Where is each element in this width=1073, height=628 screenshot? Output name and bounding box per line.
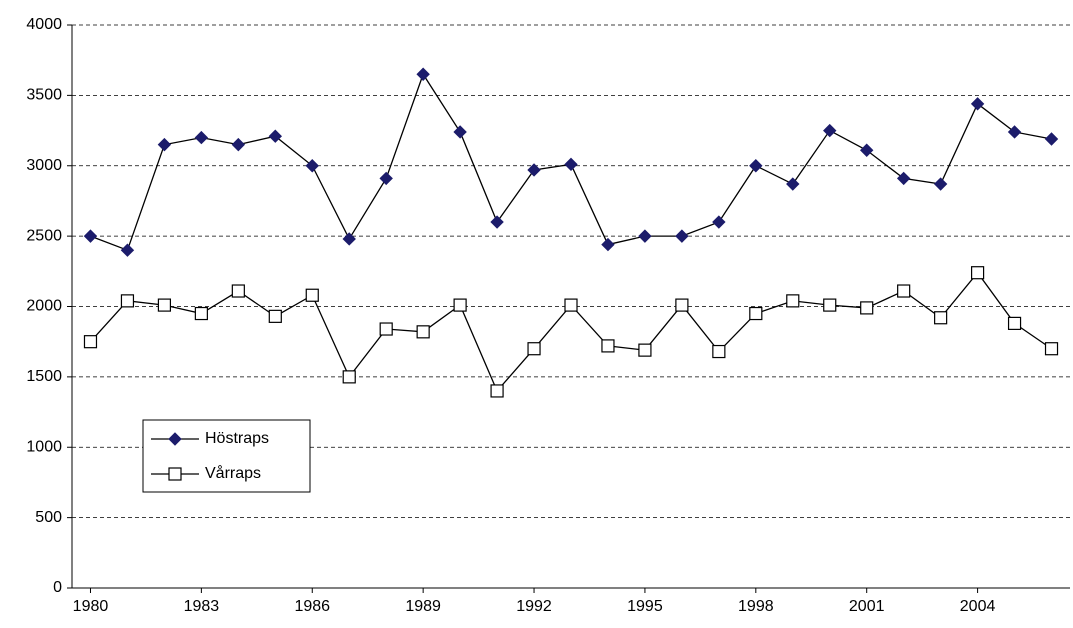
data-point	[83, 229, 98, 243]
data-point	[416, 325, 430, 339]
data-point	[157, 137, 172, 152]
x-tick-label: 1983	[184, 598, 220, 615]
data-point	[1007, 125, 1022, 139]
data-point	[601, 237, 615, 252]
data-point	[268, 309, 282, 323]
data-point	[490, 215, 504, 229]
data-point	[342, 370, 356, 384]
data-point	[268, 129, 283, 143]
x-tick-label: 1992	[516, 598, 552, 615]
data-point	[416, 67, 430, 81]
data-point	[231, 137, 246, 152]
data-point	[601, 339, 615, 353]
data-point	[231, 284, 245, 298]
data-point	[157, 298, 172, 312]
data-point	[527, 163, 541, 177]
y-tick-label: 3000	[26, 157, 62, 174]
y-tick-label: 2500	[26, 227, 62, 244]
data-point	[120, 294, 135, 308]
data-point	[120, 243, 135, 257]
y-tick-label: 3500	[26, 87, 62, 104]
x-tick-label: 1995	[627, 598, 663, 615]
x-tick-label: 2001	[849, 598, 885, 615]
data-point	[638, 229, 652, 243]
data-point	[453, 125, 467, 139]
data-point	[379, 322, 393, 336]
data-point	[675, 298, 689, 312]
x-tick-label: 1980	[73, 598, 109, 615]
legend-marker	[168, 432, 182, 446]
x-tick-label: 2004	[960, 598, 996, 615]
data-point	[564, 298, 578, 312]
data-point	[638, 343, 652, 357]
data-point	[749, 159, 763, 173]
data-point	[194, 306, 208, 321]
data-point	[675, 229, 689, 243]
data-point	[305, 288, 319, 302]
data-point	[490, 384, 504, 398]
data-point	[342, 232, 356, 246]
data-point	[933, 177, 948, 191]
y-tick-label: 1000	[26, 438, 62, 455]
legend-marker	[168, 467, 182, 481]
data-point	[1044, 132, 1059, 146]
data-point	[83, 335, 98, 349]
data-point	[896, 171, 911, 186]
x-tick-label: 1998	[738, 598, 774, 615]
y-tick-label: 0	[53, 579, 62, 596]
data-point	[897, 284, 911, 298]
data-point	[970, 97, 985, 111]
y-tick-label: 2000	[26, 298, 62, 315]
data-point	[786, 294, 800, 308]
data-point	[823, 298, 837, 312]
data-point	[859, 143, 874, 157]
y-tick-label: 1500	[26, 368, 62, 385]
data-point	[527, 342, 541, 356]
data-point	[970, 266, 985, 280]
y-tick-label: 500	[35, 509, 62, 526]
legend-label: Vårraps	[205, 464, 261, 482]
data-point	[1007, 316, 1022, 330]
data-point	[786, 177, 800, 191]
x-tick-label: 1986	[294, 598, 330, 615]
data-point	[823, 123, 837, 138]
data-point	[194, 130, 209, 145]
data-point	[712, 215, 726, 229]
data-point	[305, 159, 319, 173]
data-point	[1044, 342, 1059, 356]
x-tick-label: 1989	[405, 598, 441, 615]
data-point	[749, 306, 763, 321]
data-point	[379, 171, 393, 186]
data-point	[860, 301, 874, 315]
y-tick-label: 4000	[26, 16, 62, 33]
data-point	[453, 298, 467, 312]
data-point	[564, 157, 578, 172]
data-point	[934, 311, 948, 325]
data-point	[712, 344, 726, 359]
legend-label: Höstraps	[205, 430, 269, 447]
